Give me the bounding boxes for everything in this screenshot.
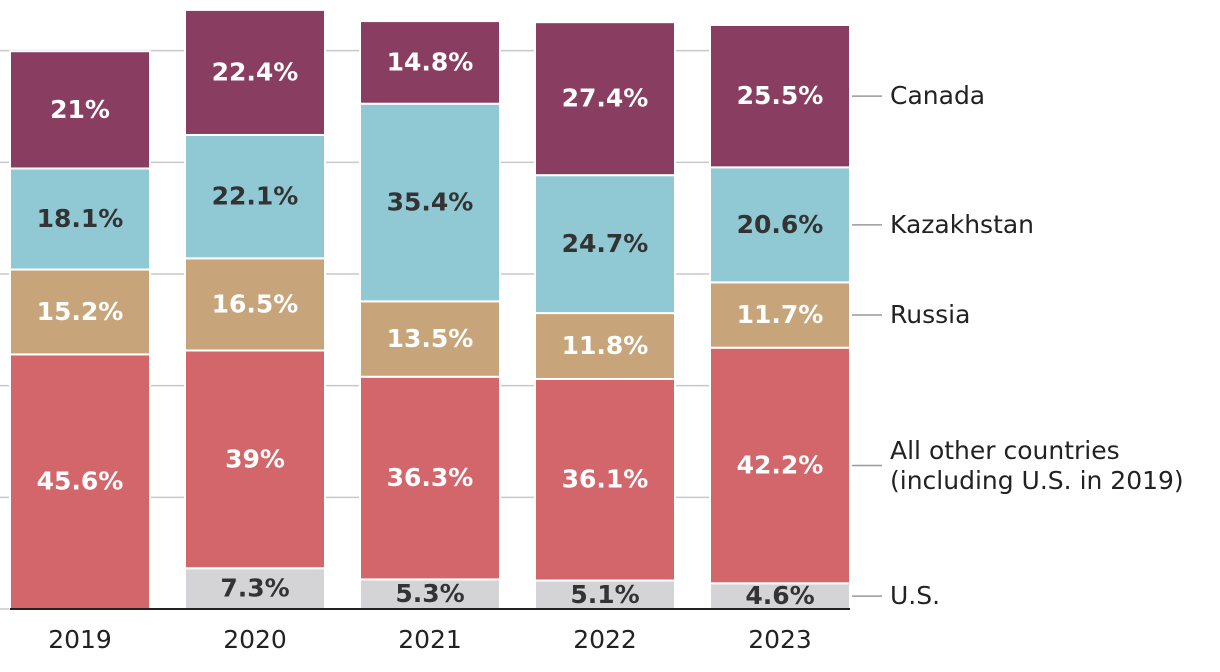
data-label: 36.1% [562, 465, 649, 494]
bar-segment [184, 567, 326, 610]
data-label: 45.6% [37, 467, 124, 496]
data-label: 42.2% [737, 451, 824, 480]
data-label: 35.4% [387, 188, 474, 217]
legend-label: Russia [890, 300, 971, 330]
bar-segment [359, 578, 501, 610]
bar-segment [359, 375, 501, 581]
data-label: 27.4% [562, 84, 649, 113]
x-tick-label: 2020 [223, 625, 287, 654]
bar-segment [709, 23, 851, 169]
data-label: 11.8% [562, 331, 649, 360]
bar-segment [359, 20, 501, 105]
data-label: 22.4% [212, 57, 299, 86]
data-label: 22.1% [212, 182, 299, 211]
data-label: 13.5% [387, 324, 474, 353]
data-label: 11.7% [737, 300, 824, 329]
bar-segment [9, 50, 151, 170]
x-tick-label: 2019 [48, 625, 112, 654]
data-label: 20.6% [737, 210, 824, 239]
bar-segment [534, 579, 676, 611]
bar-segment [709, 281, 851, 349]
data-label: 5.1% [570, 580, 639, 609]
legend-label: Kazakhstan [890, 209, 1035, 239]
bar-segment [709, 166, 851, 284]
data-label: 5.3% [395, 579, 464, 608]
data-label: 18.1% [37, 204, 124, 233]
data-label: 16.5% [212, 289, 299, 318]
data-label: 14.8% [387, 47, 474, 76]
bar-segment [534, 21, 676, 177]
data-label: 25.5% [737, 81, 824, 110]
data-label: 24.7% [562, 229, 649, 258]
data-label: 39% [225, 444, 285, 473]
bar-segment [534, 377, 676, 582]
bar-segment [359, 102, 501, 303]
x-tick-label: 2022 [573, 625, 637, 654]
bar-segment [184, 257, 326, 352]
x-tick-label: 2023 [748, 625, 812, 654]
bar-segment [359, 300, 501, 378]
data-label: 7.3% [220, 574, 289, 603]
data-label: 21% [50, 95, 110, 124]
data-label: 4.6% [745, 581, 814, 610]
bar-segment [534, 312, 676, 380]
bar-segment [184, 349, 326, 570]
data-label: 36.3% [387, 463, 474, 492]
legend-label: U.S. [890, 581, 941, 611]
bar-segment [184, 8, 326, 136]
x-tick-label: 2021 [398, 625, 462, 654]
data-label: 15.2% [37, 297, 124, 326]
legend-label: All other countries (including U.S. in 2… [890, 435, 1184, 495]
bar-segment [9, 268, 151, 356]
legend-label: Canada [890, 81, 986, 111]
